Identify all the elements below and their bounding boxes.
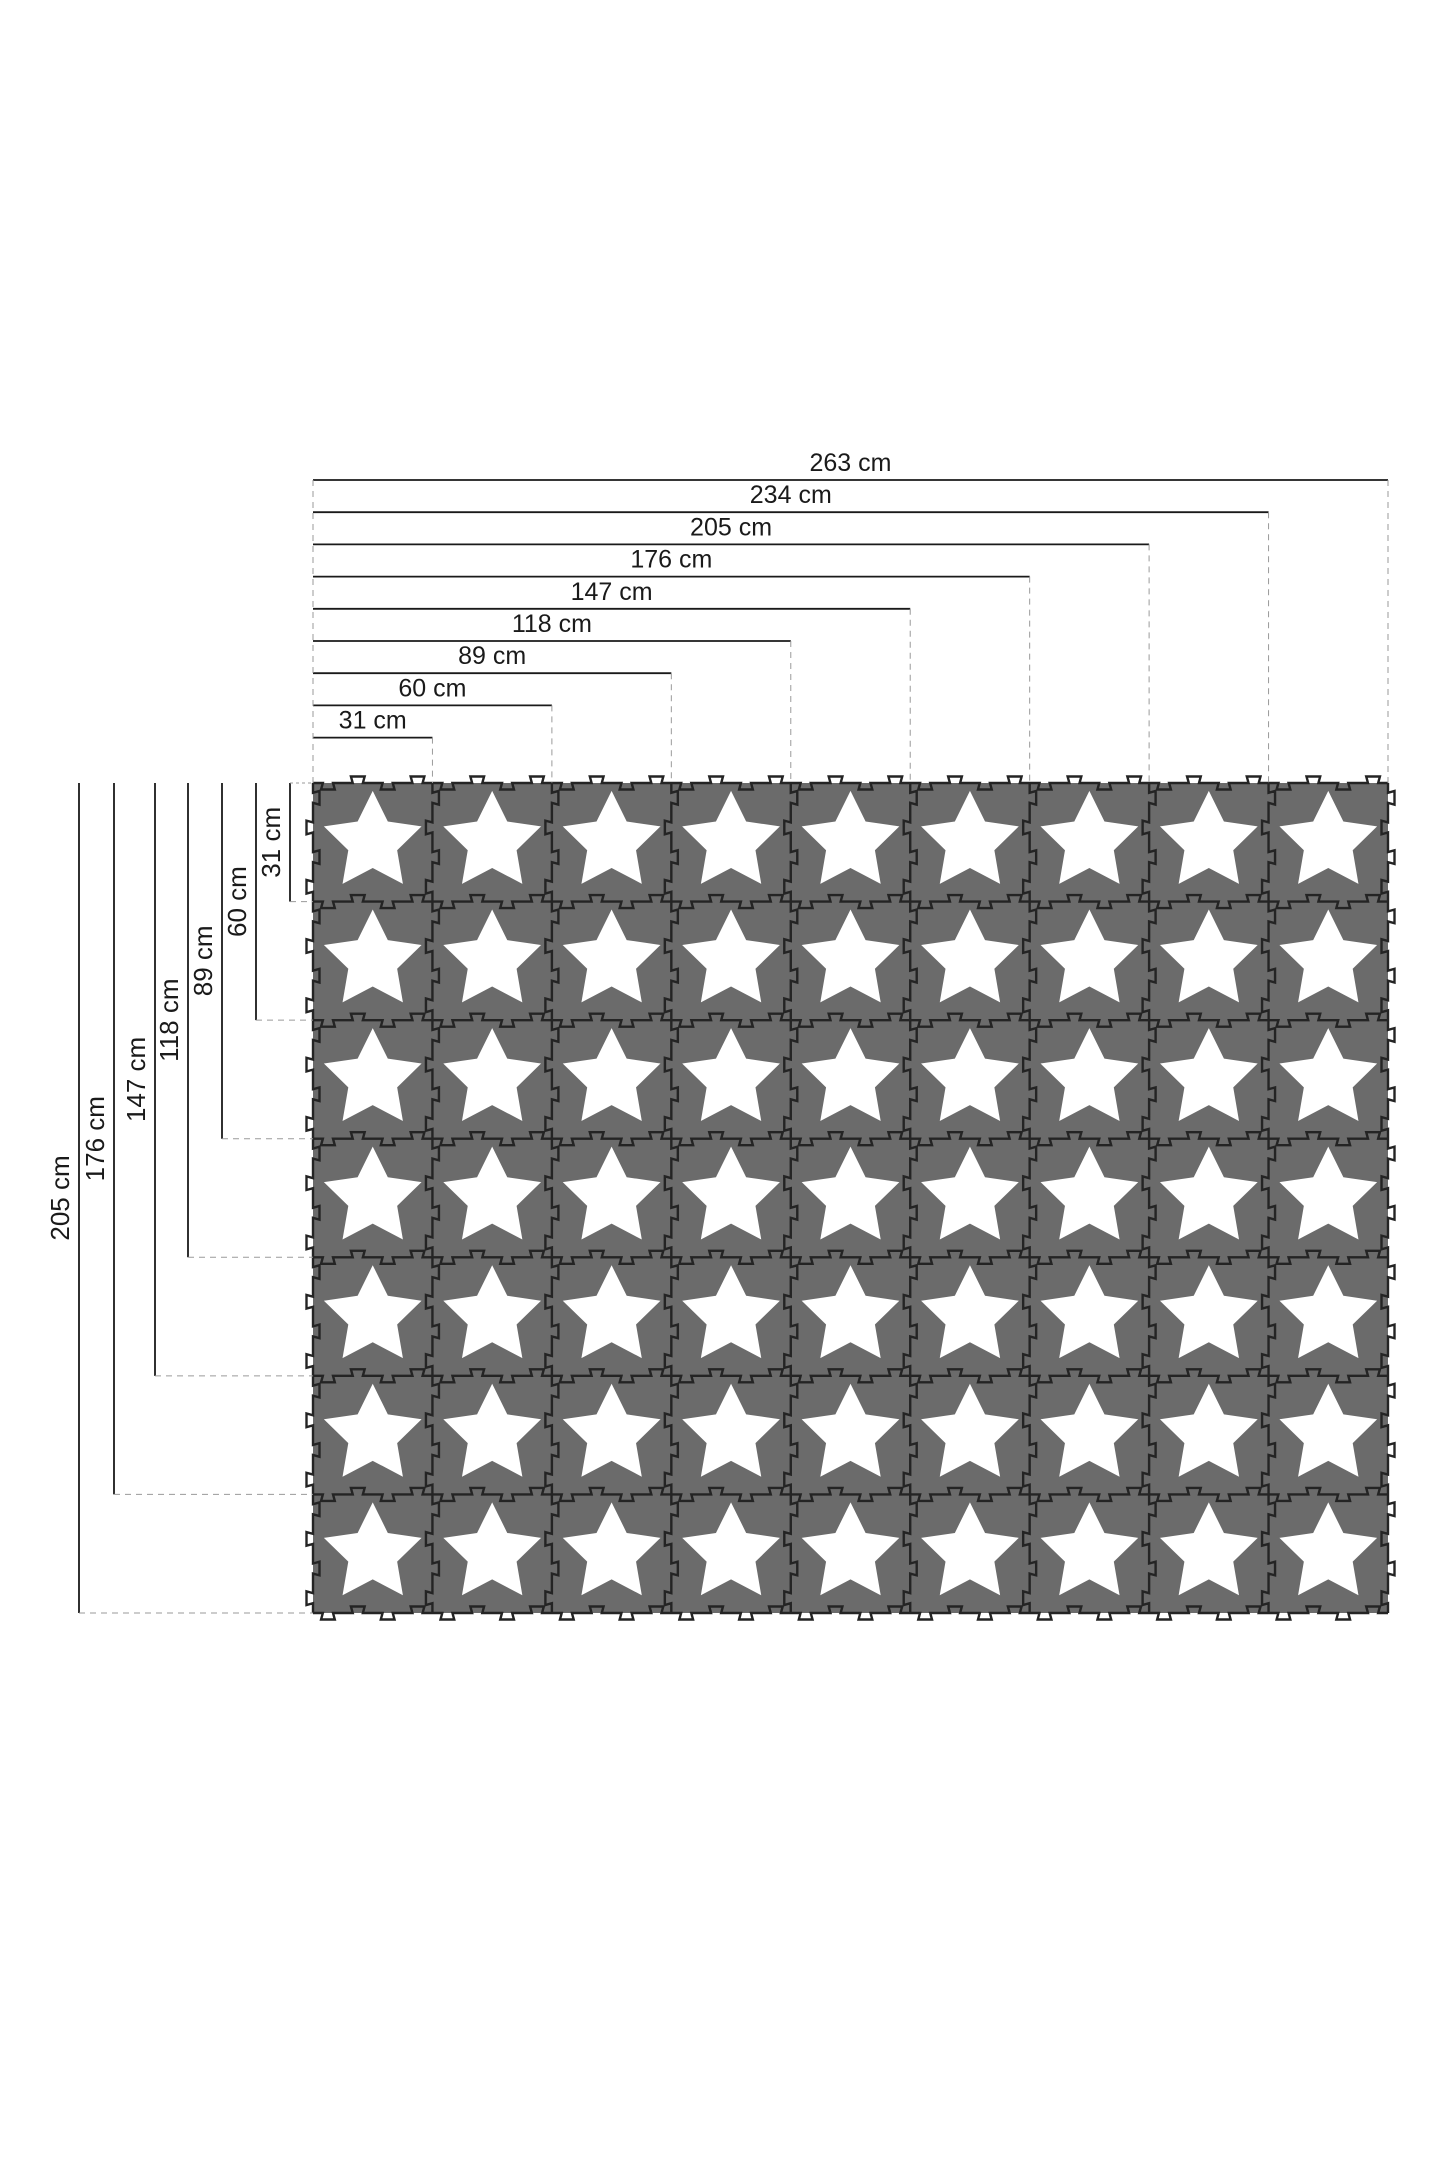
svg-text:176 cm: 176 cm [630,546,712,574]
svg-text:60 cm: 60 cm [398,674,466,702]
svg-text:263 cm: 263 cm [810,449,892,477]
svg-text:147 cm: 147 cm [571,578,653,606]
svg-text:205 cm: 205 cm [45,1155,75,1240]
svg-text:31 cm: 31 cm [339,707,407,735]
svg-text:89 cm: 89 cm [458,642,526,670]
svg-text:147 cm: 147 cm [121,1037,151,1122]
svg-text:60 cm: 60 cm [222,866,252,937]
svg-text:89 cm: 89 cm [188,925,218,996]
svg-text:205 cm: 205 cm [690,513,772,541]
svg-text:118 cm: 118 cm [512,610,592,638]
svg-text:31 cm: 31 cm [256,807,286,878]
svg-text:176 cm: 176 cm [80,1096,110,1181]
svg-text:118 cm: 118 cm [154,978,184,1061]
svg-text:234 cm: 234 cm [750,481,832,509]
